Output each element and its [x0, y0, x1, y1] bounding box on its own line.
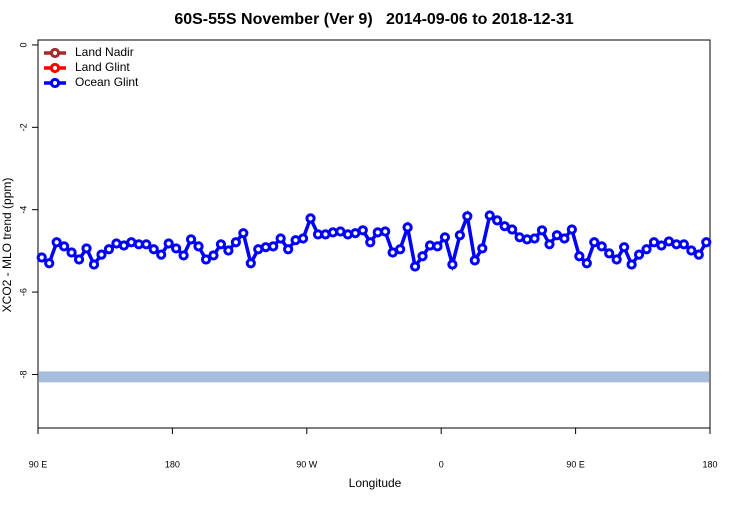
- data-point: [141, 239, 152, 250]
- data-point: [454, 230, 465, 241]
- data-point: [103, 244, 115, 255]
- data-point: [469, 255, 480, 266]
- data-point: [402, 222, 413, 233]
- data-point: [619, 242, 630, 253]
- data-point: [507, 224, 518, 235]
- data-point: [432, 241, 443, 252]
- data-point: [66, 247, 77, 258]
- data-point: [283, 244, 294, 255]
- data-point: [73, 254, 85, 265]
- x-tick-label: 90 E: [29, 459, 48, 469]
- legend-marker: [49, 47, 61, 59]
- data-point: [626, 259, 637, 270]
- y-tick-label: 0: [18, 42, 28, 47]
- legend-marker: [49, 77, 61, 89]
- legend-marker: [49, 62, 61, 74]
- data-point: [305, 213, 316, 224]
- data-point: [357, 225, 368, 236]
- data-point: [686, 245, 697, 256]
- data-point: [380, 226, 391, 237]
- data-point: [484, 210, 495, 221]
- legend-label: Ocean Glint: [75, 75, 139, 89]
- data-point: [238, 228, 249, 239]
- y-axis-label: XCO2 - MLO trend (ppm): [0, 178, 14, 313]
- data-point: [566, 224, 577, 235]
- x-tick-label: 90 E: [566, 459, 585, 469]
- data-point: [44, 258, 55, 269]
- data-point: [268, 241, 279, 252]
- data-point: [148, 244, 159, 255]
- x-tick-label: 0: [439, 459, 444, 469]
- data-point: [693, 249, 704, 260]
- data-point: [208, 250, 219, 261]
- data-point: [678, 239, 689, 250]
- data-point: [641, 244, 652, 255]
- data-point: [215, 239, 227, 250]
- y-tick-label: -4: [18, 206, 28, 214]
- plot-frame: [37, 39, 711, 429]
- y-tick-label: -2: [18, 123, 28, 131]
- data-point: [477, 243, 488, 254]
- data-point: [462, 211, 473, 222]
- data-point: [409, 261, 421, 272]
- data-point: [544, 239, 555, 250]
- data-point: [59, 241, 70, 252]
- x-tick-label: 90 W: [296, 459, 318, 469]
- chart-title: 60S-55S November (Ver 9) 2014-09-06 to 2…: [174, 11, 573, 28]
- data-point: [156, 249, 167, 260]
- data-point: [492, 215, 503, 226]
- data-point: [223, 245, 234, 256]
- data-point: [395, 244, 406, 255]
- data-point: [81, 243, 92, 254]
- legend-label: Land Glint: [75, 60, 130, 74]
- data-point: [574, 251, 585, 262]
- data-point: [417, 251, 428, 262]
- data-point: [656, 240, 667, 251]
- data-point: [529, 233, 540, 244]
- x-tick-label: 180: [165, 459, 180, 469]
- data-point: [245, 258, 256, 269]
- data-point: [604, 248, 615, 259]
- data-point: [171, 243, 182, 254]
- data-point: [365, 237, 376, 248]
- y-tick-label: -8: [18, 370, 28, 378]
- data-point: [51, 237, 62, 248]
- data-point: [439, 232, 451, 243]
- data-point: [185, 234, 197, 245]
- data-point: [701, 237, 712, 248]
- data-point: [36, 252, 47, 263]
- data-point: [536, 225, 548, 236]
- data-point: [178, 250, 189, 261]
- data-point: [596, 241, 607, 252]
- x-axis-label: Longitude: [349, 476, 402, 490]
- data-point: [88, 259, 100, 270]
- data-point: [447, 259, 458, 270]
- data-point: [559, 233, 570, 244]
- data-point: [96, 249, 107, 260]
- data-point: [193, 241, 204, 252]
- data-point: [200, 254, 212, 265]
- data-point: [275, 233, 286, 244]
- y-tick-label: -6: [18, 288, 28, 296]
- x-tick-label: 180: [702, 459, 717, 469]
- data-point: [589, 237, 600, 248]
- legend-label: Land Nadir: [75, 45, 134, 59]
- data-point: [230, 237, 241, 248]
- data-point: [611, 254, 622, 265]
- data-point: [633, 249, 645, 260]
- data-point: [581, 258, 592, 269]
- data-point: [163, 238, 174, 249]
- data-point: [297, 233, 309, 244]
